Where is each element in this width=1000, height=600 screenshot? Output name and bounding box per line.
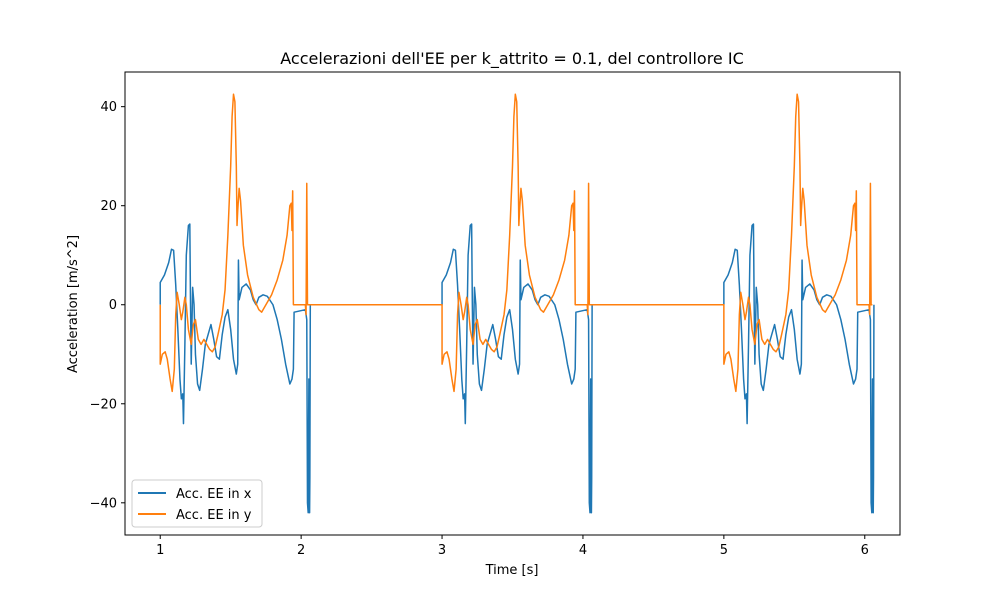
legend-label-x: Acc. EE in x xyxy=(176,487,252,502)
series-line-x xyxy=(159,223,875,514)
x-tick-label: 4 xyxy=(579,543,587,558)
legend-box xyxy=(131,479,263,528)
x-axis-label: Time [s] xyxy=(485,563,539,578)
plot-frame xyxy=(124,71,901,536)
x-tick-label: 1 xyxy=(156,543,164,558)
chart-title: Accelerazioni dell'EE per k_attrito = 0.… xyxy=(280,49,744,69)
y-axis-ticks: −40 −20 0 20 40 xyxy=(90,100,125,511)
series-lines xyxy=(159,93,875,514)
y-axis-label: Acceleration [m/s^2] xyxy=(66,235,81,373)
y-tick-label: 20 xyxy=(100,199,117,214)
y-tick-label: 40 xyxy=(100,100,117,115)
x-tick-label: 5 xyxy=(720,543,728,558)
y-tick-label: −20 xyxy=(90,397,117,412)
y-tick-label: 0 xyxy=(109,298,117,313)
x-tick-label: 6 xyxy=(861,543,869,558)
series-line-y xyxy=(159,93,873,393)
x-axis-ticks: 1 2 3 4 5 6 xyxy=(156,535,869,558)
legend: Acc. EE in x Acc. EE in y xyxy=(131,479,263,528)
x-tick-label: 3 xyxy=(438,543,446,558)
legend-label-y: Acc. EE in y xyxy=(176,508,252,523)
y-tick-label: −40 xyxy=(90,496,117,511)
x-tick-label: 2 xyxy=(297,543,305,558)
